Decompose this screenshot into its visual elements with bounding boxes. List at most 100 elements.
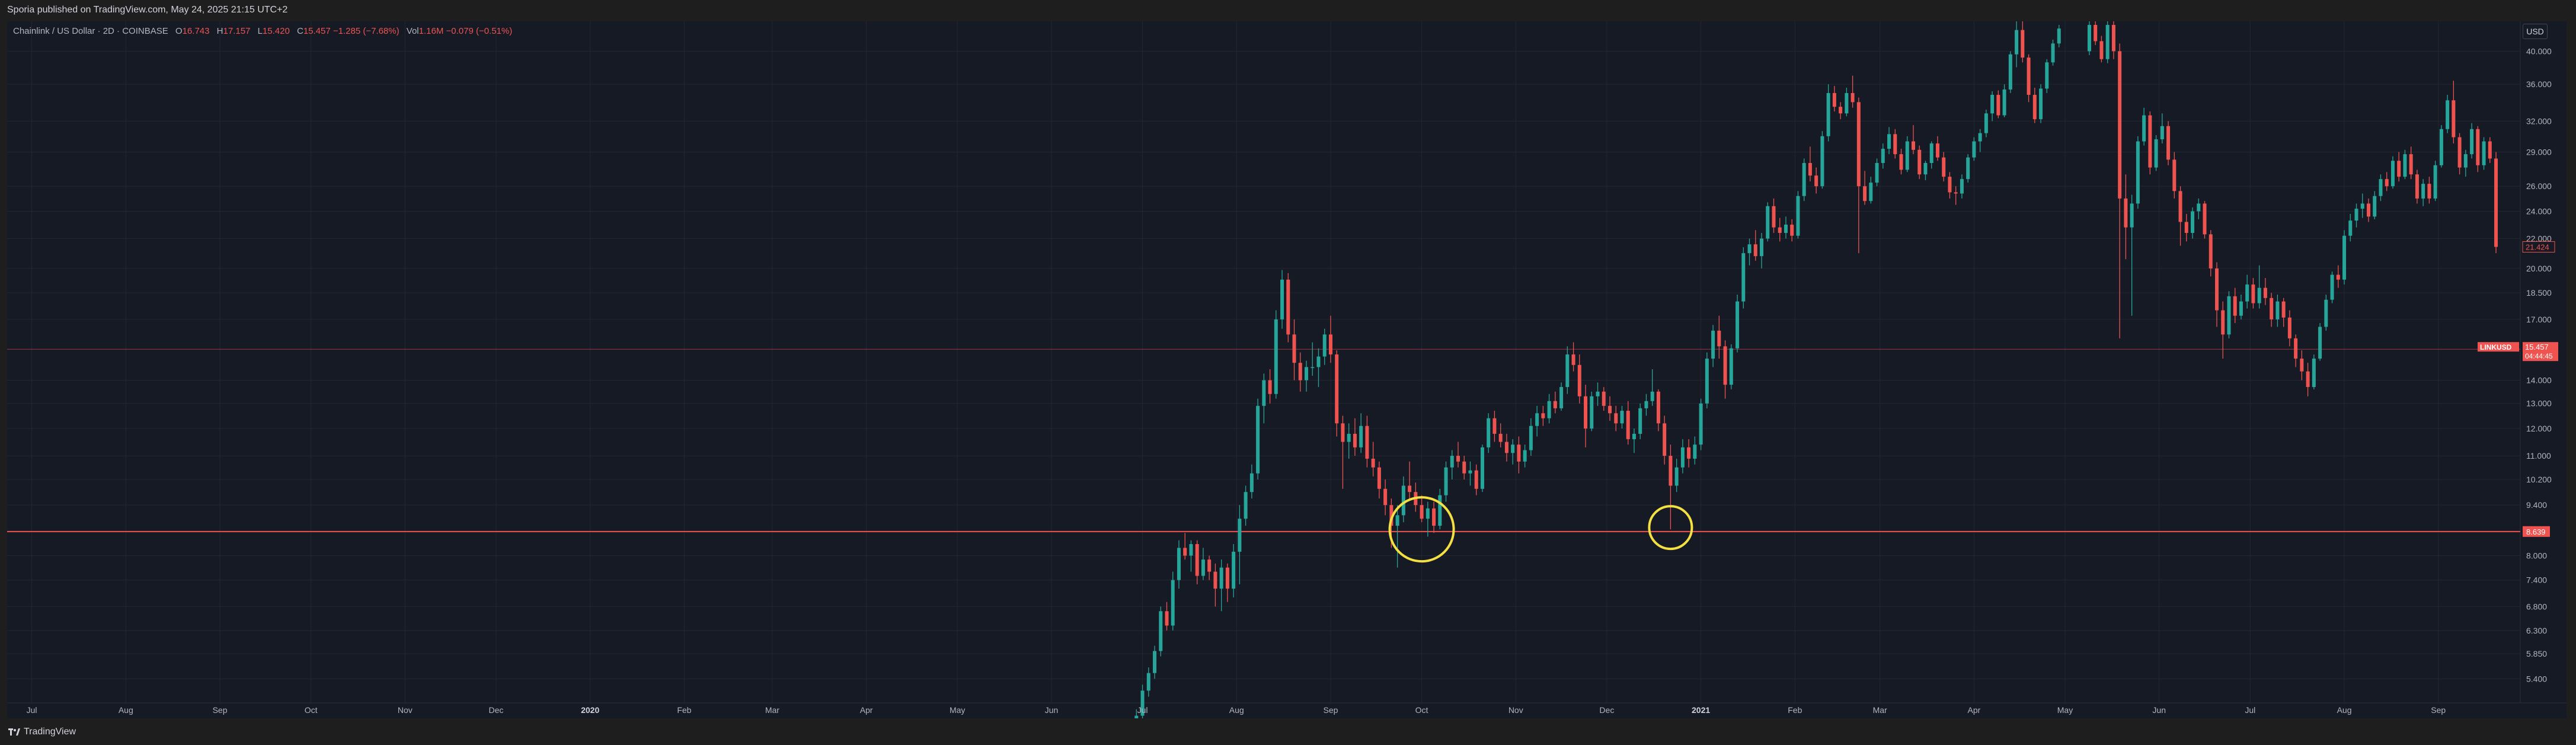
y-tick-label: 26.000 bbox=[2526, 181, 2552, 191]
candle-body bbox=[2275, 301, 2280, 319]
candle-body bbox=[2191, 211, 2195, 234]
candle-body bbox=[1438, 495, 1442, 526]
candle bbox=[1577, 354, 1581, 404]
candle-body bbox=[2039, 88, 2043, 120]
candle-body bbox=[1480, 447, 1484, 489]
candle-body bbox=[1590, 396, 1594, 429]
candle-body bbox=[2439, 129, 2443, 165]
candle bbox=[1766, 202, 1770, 242]
candle-body bbox=[1232, 551, 1236, 589]
y-tick-label: 17.000 bbox=[2526, 315, 2552, 324]
candle bbox=[1201, 548, 1205, 580]
candle bbox=[1632, 429, 1636, 453]
candlestick-chart[interactable]: 5.400 5.850 6.300 6.800 7.400 8.000 9.400 10.20… bbox=[7, 21, 2567, 736]
candle-body bbox=[2094, 25, 2098, 41]
candle-body bbox=[1954, 192, 1958, 194]
candle-body bbox=[1462, 461, 1466, 474]
current-price-bg bbox=[2522, 241, 2555, 253]
candle bbox=[2227, 291, 2231, 338]
candle-body bbox=[2130, 203, 2134, 228]
candle bbox=[1517, 436, 1521, 474]
x-tick-label: Dec bbox=[489, 705, 504, 715]
candle-body bbox=[1760, 238, 1763, 257]
candle-body bbox=[1796, 196, 1800, 236]
candle-body bbox=[1875, 163, 1879, 183]
candle bbox=[1796, 191, 1800, 239]
candle-body bbox=[2215, 268, 2219, 311]
y-tick-label: 11.000 bbox=[2526, 451, 2551, 461]
candle-body bbox=[1244, 492, 1248, 519]
y-tick-label: 32.000 bbox=[2526, 116, 2552, 126]
candle-body bbox=[1669, 456, 1673, 486]
x-tick-label: Aug bbox=[119, 705, 133, 715]
candle bbox=[1875, 158, 1879, 187]
candle bbox=[2470, 123, 2474, 159]
candle-body bbox=[1189, 543, 1193, 556]
candle-body bbox=[1383, 488, 1388, 506]
candle bbox=[1850, 75, 1855, 108]
candle bbox=[1729, 344, 1733, 389]
candle bbox=[1207, 555, 1212, 580]
y-tick-label: 5.850 bbox=[2526, 649, 2547, 658]
candle bbox=[1189, 540, 1193, 572]
candle-body bbox=[1487, 418, 1491, 447]
tradingview-logo[interactable]: TradingView bbox=[8, 727, 76, 737]
candle bbox=[1747, 238, 1752, 266]
candle bbox=[1790, 219, 1794, 242]
y-tick-label: 6.800 bbox=[2526, 602, 2547, 611]
candle-body bbox=[1711, 330, 1715, 359]
candle-body bbox=[1401, 485, 1405, 516]
candle bbox=[2330, 271, 2334, 303]
candle-body bbox=[2209, 234, 2213, 268]
y-tick-label: 9.400 bbox=[2526, 500, 2547, 510]
x-tick-label: 2020 bbox=[581, 705, 599, 715]
candle bbox=[2257, 265, 2261, 309]
candle bbox=[1741, 247, 1746, 309]
chart-area[interactable]: 5.400 5.850 6.300 6.800 7.400 8.000 9.400 10.20… bbox=[7, 21, 2567, 736]
candle bbox=[1705, 352, 1709, 408]
candle-body bbox=[2342, 235, 2347, 280]
candle bbox=[2002, 84, 2006, 117]
candle bbox=[2251, 278, 2255, 309]
highlight-circle bbox=[1388, 496, 1455, 563]
candle-body bbox=[2300, 359, 2304, 372]
x-tick-label: 2021 bbox=[1692, 705, 1710, 715]
candle-body bbox=[1620, 411, 1624, 424]
candle-body bbox=[2136, 141, 2140, 204]
candle bbox=[1990, 91, 1995, 121]
candle bbox=[1140, 685, 1145, 722]
candle bbox=[1820, 131, 1824, 189]
candle-body bbox=[1225, 567, 1229, 589]
candle-body bbox=[2160, 126, 2164, 140]
candle bbox=[1450, 450, 1454, 479]
candle bbox=[1893, 129, 1897, 159]
candle-body bbox=[2390, 161, 2395, 187]
candle bbox=[1432, 501, 1436, 533]
candle bbox=[1268, 369, 1272, 404]
candle bbox=[2488, 137, 2492, 164]
chart-grid bbox=[7, 21, 2567, 704]
candle bbox=[2463, 149, 2468, 177]
candle bbox=[1504, 433, 1508, 462]
candle-body bbox=[2287, 317, 2291, 338]
x-tick-label: Mar bbox=[1873, 705, 1887, 715]
candle bbox=[2203, 201, 2207, 239]
candle bbox=[1523, 445, 1527, 468]
candle bbox=[1808, 146, 1812, 182]
candle-body bbox=[1146, 673, 1150, 691]
x-tick-label: Sep bbox=[213, 705, 228, 715]
candle-body bbox=[2008, 54, 2012, 90]
y-tick-label: 18.500 bbox=[2526, 288, 2552, 298]
currency-button[interactable]: USD bbox=[2523, 24, 2548, 39]
candle-body bbox=[1140, 690, 1145, 716]
candle bbox=[1929, 141, 1933, 169]
candle bbox=[1420, 495, 1424, 523]
candle bbox=[2342, 230, 2347, 285]
candle bbox=[2148, 111, 2152, 175]
candle bbox=[2166, 121, 2171, 165]
y-tick-label: 24.000 bbox=[2526, 207, 2552, 216]
candle-body bbox=[1802, 163, 1806, 196]
candle-body bbox=[1863, 186, 1867, 202]
candle-body bbox=[2045, 62, 2049, 89]
candle-body bbox=[2105, 25, 2110, 59]
